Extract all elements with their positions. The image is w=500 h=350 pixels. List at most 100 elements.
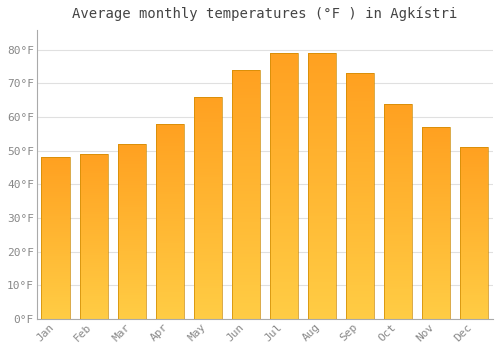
Bar bbox=[118, 273, 146, 275]
Bar bbox=[422, 278, 450, 281]
Bar bbox=[156, 177, 184, 180]
Bar bbox=[232, 241, 260, 244]
Bar bbox=[232, 132, 260, 135]
Bar bbox=[232, 266, 260, 269]
Bar bbox=[42, 182, 70, 184]
Bar bbox=[422, 216, 450, 218]
Bar bbox=[194, 113, 222, 116]
Bar bbox=[42, 230, 70, 232]
Bar bbox=[384, 160, 412, 163]
Bar bbox=[42, 158, 70, 159]
Bar bbox=[80, 278, 108, 280]
Bar bbox=[194, 152, 222, 155]
Bar bbox=[460, 272, 488, 274]
Bar bbox=[118, 280, 146, 282]
Bar bbox=[460, 205, 488, 207]
Bar bbox=[460, 158, 488, 160]
Bar bbox=[270, 56, 298, 60]
Bar bbox=[346, 220, 374, 224]
Bar bbox=[42, 268, 70, 271]
Bar bbox=[422, 247, 450, 249]
Bar bbox=[384, 168, 412, 171]
Bar bbox=[194, 294, 222, 297]
Bar bbox=[308, 80, 336, 83]
Bar bbox=[232, 294, 260, 297]
Bar bbox=[194, 183, 222, 186]
Bar bbox=[80, 214, 108, 216]
Bar bbox=[384, 158, 412, 160]
Bar bbox=[194, 219, 222, 222]
Bar bbox=[80, 300, 108, 302]
Bar bbox=[308, 130, 336, 133]
Bar bbox=[308, 83, 336, 86]
Bar bbox=[156, 185, 184, 187]
Bar bbox=[308, 243, 336, 246]
Bar bbox=[346, 83, 374, 85]
Bar bbox=[346, 85, 374, 89]
Bar bbox=[194, 216, 222, 219]
Bar bbox=[194, 241, 222, 244]
Bar bbox=[118, 181, 146, 183]
Bar bbox=[422, 161, 450, 163]
Bar bbox=[346, 116, 374, 119]
Bar bbox=[346, 242, 374, 245]
Bar bbox=[42, 198, 70, 200]
Bar bbox=[346, 236, 374, 239]
Bar bbox=[270, 163, 298, 166]
Bar bbox=[194, 163, 222, 166]
Bar bbox=[460, 184, 488, 186]
Bar bbox=[42, 190, 70, 192]
Bar bbox=[346, 122, 374, 126]
Bar bbox=[156, 258, 184, 260]
Bar bbox=[156, 282, 184, 285]
Bar bbox=[232, 70, 260, 319]
Bar bbox=[308, 262, 336, 266]
Bar bbox=[346, 215, 374, 218]
Bar bbox=[80, 290, 108, 292]
Bar bbox=[346, 251, 374, 254]
Bar bbox=[232, 309, 260, 313]
Bar bbox=[422, 252, 450, 254]
Bar bbox=[308, 316, 336, 319]
Bar bbox=[156, 216, 184, 219]
Bar bbox=[270, 206, 298, 209]
Bar bbox=[308, 100, 336, 103]
Bar bbox=[308, 146, 336, 149]
Bar bbox=[232, 163, 260, 166]
Bar bbox=[308, 93, 336, 96]
Bar bbox=[118, 201, 146, 203]
Bar bbox=[460, 257, 488, 259]
Bar bbox=[346, 239, 374, 242]
Bar bbox=[270, 209, 298, 212]
Bar bbox=[270, 53, 298, 319]
Bar bbox=[346, 316, 374, 319]
Bar bbox=[270, 223, 298, 226]
Bar bbox=[460, 265, 488, 267]
Bar bbox=[422, 175, 450, 177]
Bar bbox=[156, 297, 184, 299]
Bar bbox=[156, 207, 184, 209]
Bar bbox=[156, 143, 184, 146]
Bar bbox=[118, 172, 146, 175]
Bar bbox=[232, 76, 260, 79]
Bar bbox=[42, 194, 70, 196]
Bar bbox=[270, 136, 298, 140]
Bar bbox=[384, 149, 412, 152]
Bar bbox=[42, 262, 70, 264]
Bar bbox=[460, 252, 488, 254]
Bar bbox=[118, 159, 146, 161]
Bar bbox=[346, 254, 374, 258]
Bar bbox=[118, 262, 146, 264]
Bar bbox=[156, 190, 184, 192]
Bar bbox=[384, 238, 412, 241]
Bar bbox=[308, 70, 336, 73]
Bar bbox=[42, 295, 70, 297]
Bar bbox=[118, 312, 146, 315]
Bar bbox=[422, 314, 450, 316]
Bar bbox=[346, 107, 374, 110]
Bar bbox=[308, 289, 336, 292]
Bar bbox=[42, 159, 70, 161]
Bar bbox=[270, 212, 298, 216]
Bar bbox=[156, 316, 184, 319]
Bar bbox=[232, 79, 260, 82]
